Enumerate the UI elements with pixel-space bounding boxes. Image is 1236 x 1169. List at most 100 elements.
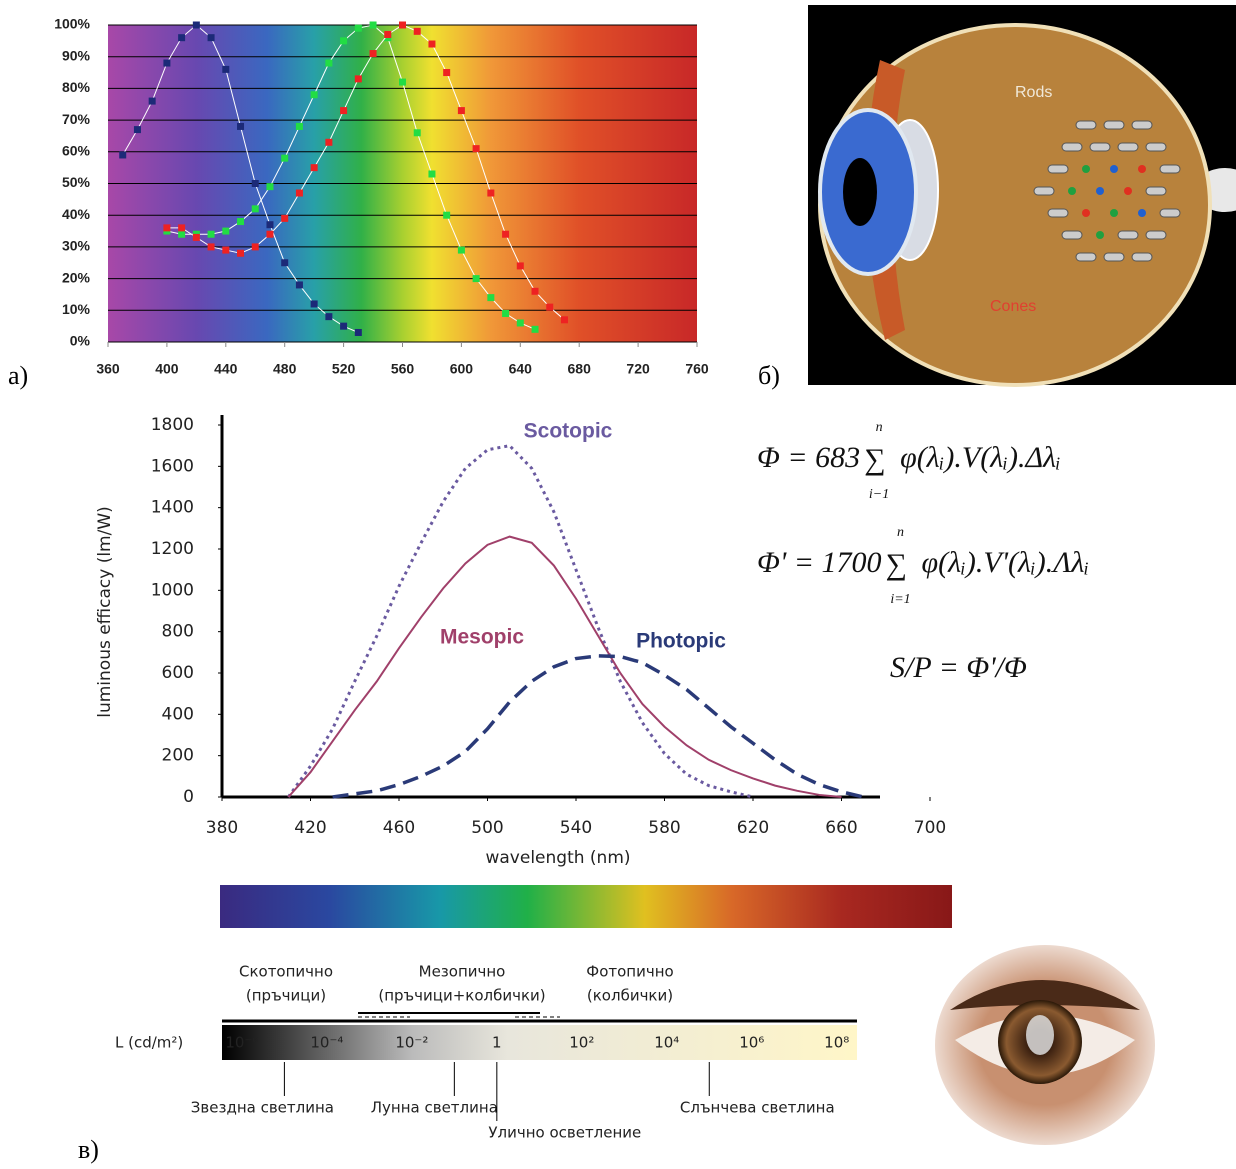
data-point: [325, 139, 332, 146]
data-point: [370, 50, 377, 57]
y-tick-label: 1200: [151, 539, 194, 559]
x-tick-label: 10⁻⁴: [310, 1034, 343, 1052]
x-tick-label: 10⁻⁶: [225, 1034, 258, 1052]
eye-diagram: Rods Cones: [808, 5, 1236, 385]
x-tick-label: 10⁴: [654, 1034, 679, 1052]
region-sub: (пръчици+колбички): [378, 987, 545, 1005]
x-tick-label: 660: [825, 818, 857, 838]
x-tick-label: 500: [471, 818, 503, 838]
x-tick-label: 760: [685, 361, 709, 377]
y-tick-label: 0%: [70, 333, 91, 349]
formula-body: φ(λᵢ).V(λᵢ).Δλᵢ: [900, 441, 1061, 474]
data-point: [487, 294, 494, 301]
data-point: [355, 25, 362, 32]
y-tick-label: 40%: [62, 206, 91, 222]
y-tick-label: 1600: [151, 456, 194, 476]
x-tick-label: 700: [914, 818, 946, 838]
rod: [1062, 231, 1082, 239]
formula-sum: ∑: [864, 443, 885, 476]
axis-label: L (cd/m²): [115, 1034, 183, 1052]
cone: [1096, 231, 1104, 239]
cone: [1068, 187, 1076, 195]
x-tick-label: 600: [450, 361, 474, 377]
eye-photo: [935, 945, 1155, 1145]
data-point: [340, 107, 347, 114]
formula-upper: n: [876, 420, 883, 435]
rod: [1146, 231, 1166, 239]
rod: [1062, 143, 1082, 151]
cones-label: Cones: [990, 298, 1036, 315]
rod: [1076, 121, 1096, 129]
rod: [1104, 253, 1124, 261]
data-point: [281, 259, 288, 266]
data-point: [311, 164, 318, 171]
data-point: [149, 98, 156, 105]
data-point: [237, 218, 244, 225]
x-tick-label: 540: [560, 818, 592, 838]
annotation-label: Лунна светлина: [371, 1099, 498, 1117]
cone: [1082, 209, 1090, 217]
x-tick-label: 580: [648, 818, 680, 838]
luminance-scale: L (cd/m²)10⁻⁶10⁻⁴10⁻²110²10⁴10⁶10⁸Скотоп…: [115, 963, 857, 1142]
data-point: [281, 155, 288, 162]
region-name: Фотопично: [586, 963, 673, 981]
data-point: [178, 224, 185, 231]
formula-upper: n: [897, 525, 904, 540]
data-point: [296, 190, 303, 197]
data-point: [296, 281, 303, 288]
pupil: [843, 158, 877, 226]
rod: [1118, 143, 1138, 151]
cone: [1082, 165, 1090, 173]
data-point: [178, 231, 185, 238]
x-tick-label: 440: [214, 361, 238, 377]
reflection: [1026, 1015, 1054, 1055]
panel-label: а): [8, 361, 28, 390]
y-tick-label: 1800: [151, 415, 194, 435]
rod: [1104, 121, 1124, 129]
formula-lhs: Φ' = 1700: [757, 546, 882, 579]
y-tick-label: 50%: [62, 174, 91, 190]
x-tick-label: 620: [737, 818, 769, 838]
cone: [1124, 187, 1132, 195]
x-tick-label: 10⁻²: [395, 1034, 428, 1052]
cone: [1110, 165, 1118, 173]
rod: [1048, 165, 1068, 173]
y-tick-label: 70%: [62, 111, 91, 127]
data-point: [399, 22, 406, 29]
x-tick-label: 560: [391, 361, 415, 377]
data-point: [163, 224, 170, 231]
chart-c: 0200400600800100012001400160018003804204…: [95, 415, 946, 868]
formula-lhs: Φ = 683: [757, 441, 860, 474]
rod: [1048, 209, 1068, 217]
data-point: [311, 300, 318, 307]
data-point: [502, 310, 509, 317]
series-label: Scotopic: [524, 420, 613, 443]
data-point: [252, 205, 259, 212]
data-point: [340, 37, 347, 44]
x-tick-label: 10²: [569, 1034, 594, 1052]
data-point: [311, 91, 318, 98]
data-point: [237, 123, 244, 130]
rod: [1118, 231, 1138, 239]
data-point: [532, 326, 539, 333]
x-tick-label: 680: [568, 361, 592, 377]
panel-label: б): [758, 361, 780, 390]
x-tick-label: 420: [294, 818, 326, 838]
formula-body: φ(λᵢ).V'(λᵢ).Λλᵢ: [922, 546, 1090, 579]
data-point: [399, 79, 406, 86]
series-label: Mesopic: [440, 626, 524, 649]
data-point: [532, 288, 539, 295]
data-point: [428, 170, 435, 177]
data-point: [163, 60, 170, 67]
x-tick-label: 460: [383, 818, 415, 838]
cone: [1110, 209, 1118, 217]
formula-lower: i=1: [890, 592, 910, 607]
rod: [1076, 253, 1096, 261]
data-point: [252, 243, 259, 250]
data-point: [414, 28, 421, 35]
y-tick-label: 30%: [62, 238, 91, 254]
data-point: [325, 313, 332, 320]
data-point: [266, 221, 273, 228]
cone: [1096, 187, 1104, 195]
cone: [1138, 209, 1146, 217]
